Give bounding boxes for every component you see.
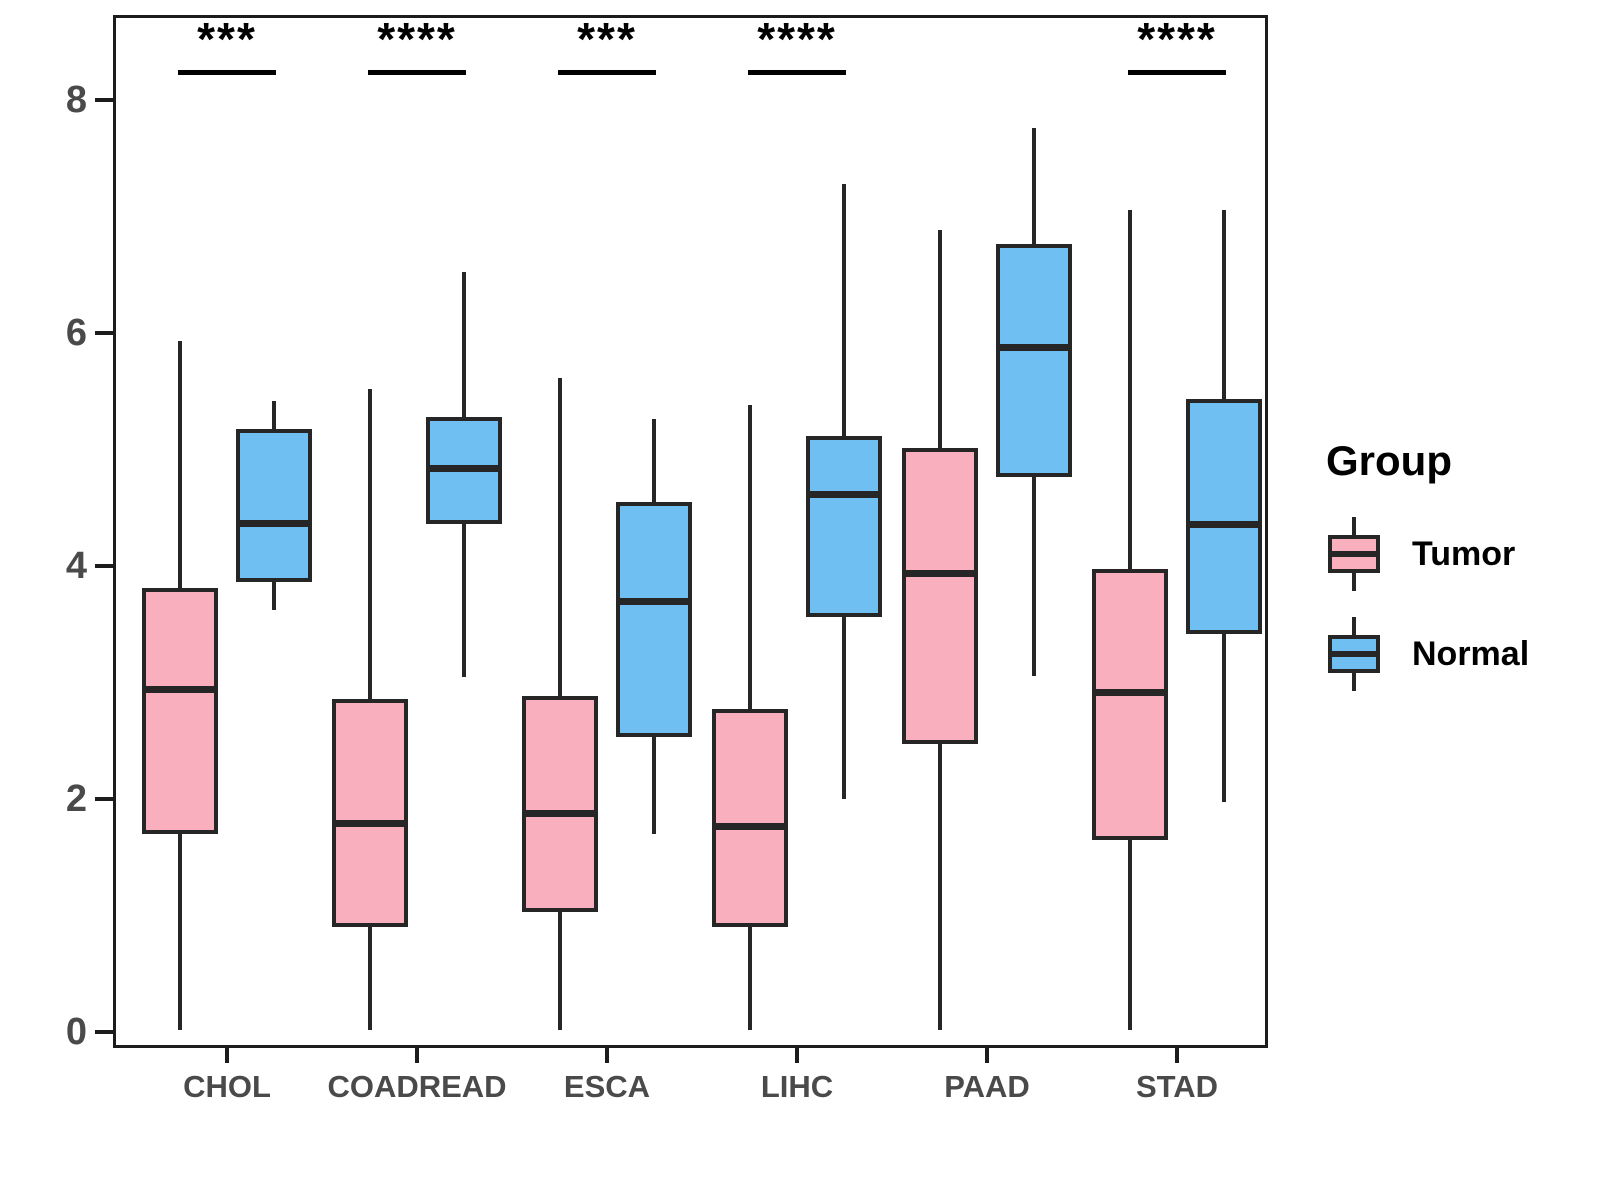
legend-boxplot-glyph-normal xyxy=(1326,611,1382,697)
legend-boxplot-glyph-tumor xyxy=(1326,511,1382,597)
box-lihc-normal xyxy=(806,435,882,618)
median-chol-normal xyxy=(236,519,312,527)
box-chol-normal xyxy=(236,428,312,583)
x-category-label-chol: CHOL xyxy=(183,1069,271,1104)
median-chol-tumor xyxy=(142,686,218,694)
y-axis-tick xyxy=(95,98,113,102)
y-axis-tick xyxy=(95,797,113,801)
legend-glyph-whisker-top xyxy=(1352,617,1356,635)
x-category-label-coadread: COADREAD xyxy=(327,1069,507,1104)
x-category-label-lihc: LIHC xyxy=(760,1069,834,1104)
significance-line-stad xyxy=(1128,70,1226,75)
y-axis-tick-label: 8 xyxy=(65,79,87,121)
significance-stars-stad: **** xyxy=(1137,13,1217,65)
median-paad-tumor xyxy=(902,569,978,577)
legend-glyph-whisker-bottom xyxy=(1352,573,1356,591)
y-axis-tick-label: 0 xyxy=(65,1011,87,1053)
box-coadread-tumor xyxy=(332,698,408,928)
legend-glyph-median xyxy=(1328,651,1380,657)
legend-title: Group xyxy=(1326,437,1452,484)
y-axis-tick-label: 4 xyxy=(65,545,87,587)
significance-line-esca xyxy=(558,70,656,75)
x-axis-tick xyxy=(605,1048,609,1063)
x-axis-tick xyxy=(225,1048,229,1063)
significance-stars-chol: *** xyxy=(197,13,257,65)
legend-glyph-whisker-top xyxy=(1352,517,1356,535)
legend-item-normal: Normal xyxy=(1326,611,1529,697)
x-axis-tick xyxy=(795,1048,799,1063)
significance-line-lihc xyxy=(748,70,846,75)
median-lihc-normal xyxy=(806,490,882,498)
significance-stars-esca: *** xyxy=(577,13,637,65)
y-axis-tick xyxy=(95,1030,113,1034)
x-category-label-esca: ESCA xyxy=(563,1069,651,1104)
box-paad-normal xyxy=(996,244,1072,478)
box-lihc-tumor xyxy=(712,709,788,928)
median-stad-normal xyxy=(1186,521,1262,529)
x-category-label-stad: STAD xyxy=(1135,1069,1219,1104)
significance-line-chol xyxy=(178,70,276,75)
legend-glyph-median xyxy=(1328,551,1380,557)
legend-glyph-whisker-bottom xyxy=(1352,673,1356,691)
y-axis-tick xyxy=(95,564,113,568)
x-axis-tick xyxy=(415,1048,419,1063)
box-chol-tumor xyxy=(142,588,218,834)
box-esca-tumor xyxy=(522,696,598,912)
box-paad-tumor xyxy=(902,448,978,745)
significance-stars-lihc: **** xyxy=(757,13,837,65)
box-stad-normal xyxy=(1186,399,1262,634)
significance-stars-coadread: **** xyxy=(377,13,457,65)
y-axis-tick xyxy=(95,331,113,335)
significance-line-coadread xyxy=(368,70,466,75)
median-stad-tumor xyxy=(1092,688,1168,696)
box-esca-normal xyxy=(616,501,692,738)
legend-item-tumor: Tumor xyxy=(1326,511,1529,597)
median-paad-normal xyxy=(996,343,1072,351)
x-axis-tick xyxy=(985,1048,989,1063)
legend-label-normal: Normal xyxy=(1412,634,1530,673)
box-stad-tumor xyxy=(1092,569,1168,840)
legend: Group Tumor Normal xyxy=(1326,437,1529,711)
median-lihc-tumor xyxy=(712,822,788,830)
median-esca-normal xyxy=(616,597,692,605)
y-axis-tick-label: 2 xyxy=(65,778,87,820)
legend-label-tumor: Tumor xyxy=(1412,534,1516,573)
median-coadread-tumor xyxy=(332,820,408,828)
median-coadread-normal xyxy=(426,465,502,473)
x-axis-tick xyxy=(1175,1048,1179,1063)
x-category-label-paad: PAAD xyxy=(944,1069,1030,1104)
median-esca-tumor xyxy=(522,809,598,817)
y-axis-tick-label: 6 xyxy=(65,312,87,354)
legend-items: Tumor Normal xyxy=(1326,511,1529,697)
